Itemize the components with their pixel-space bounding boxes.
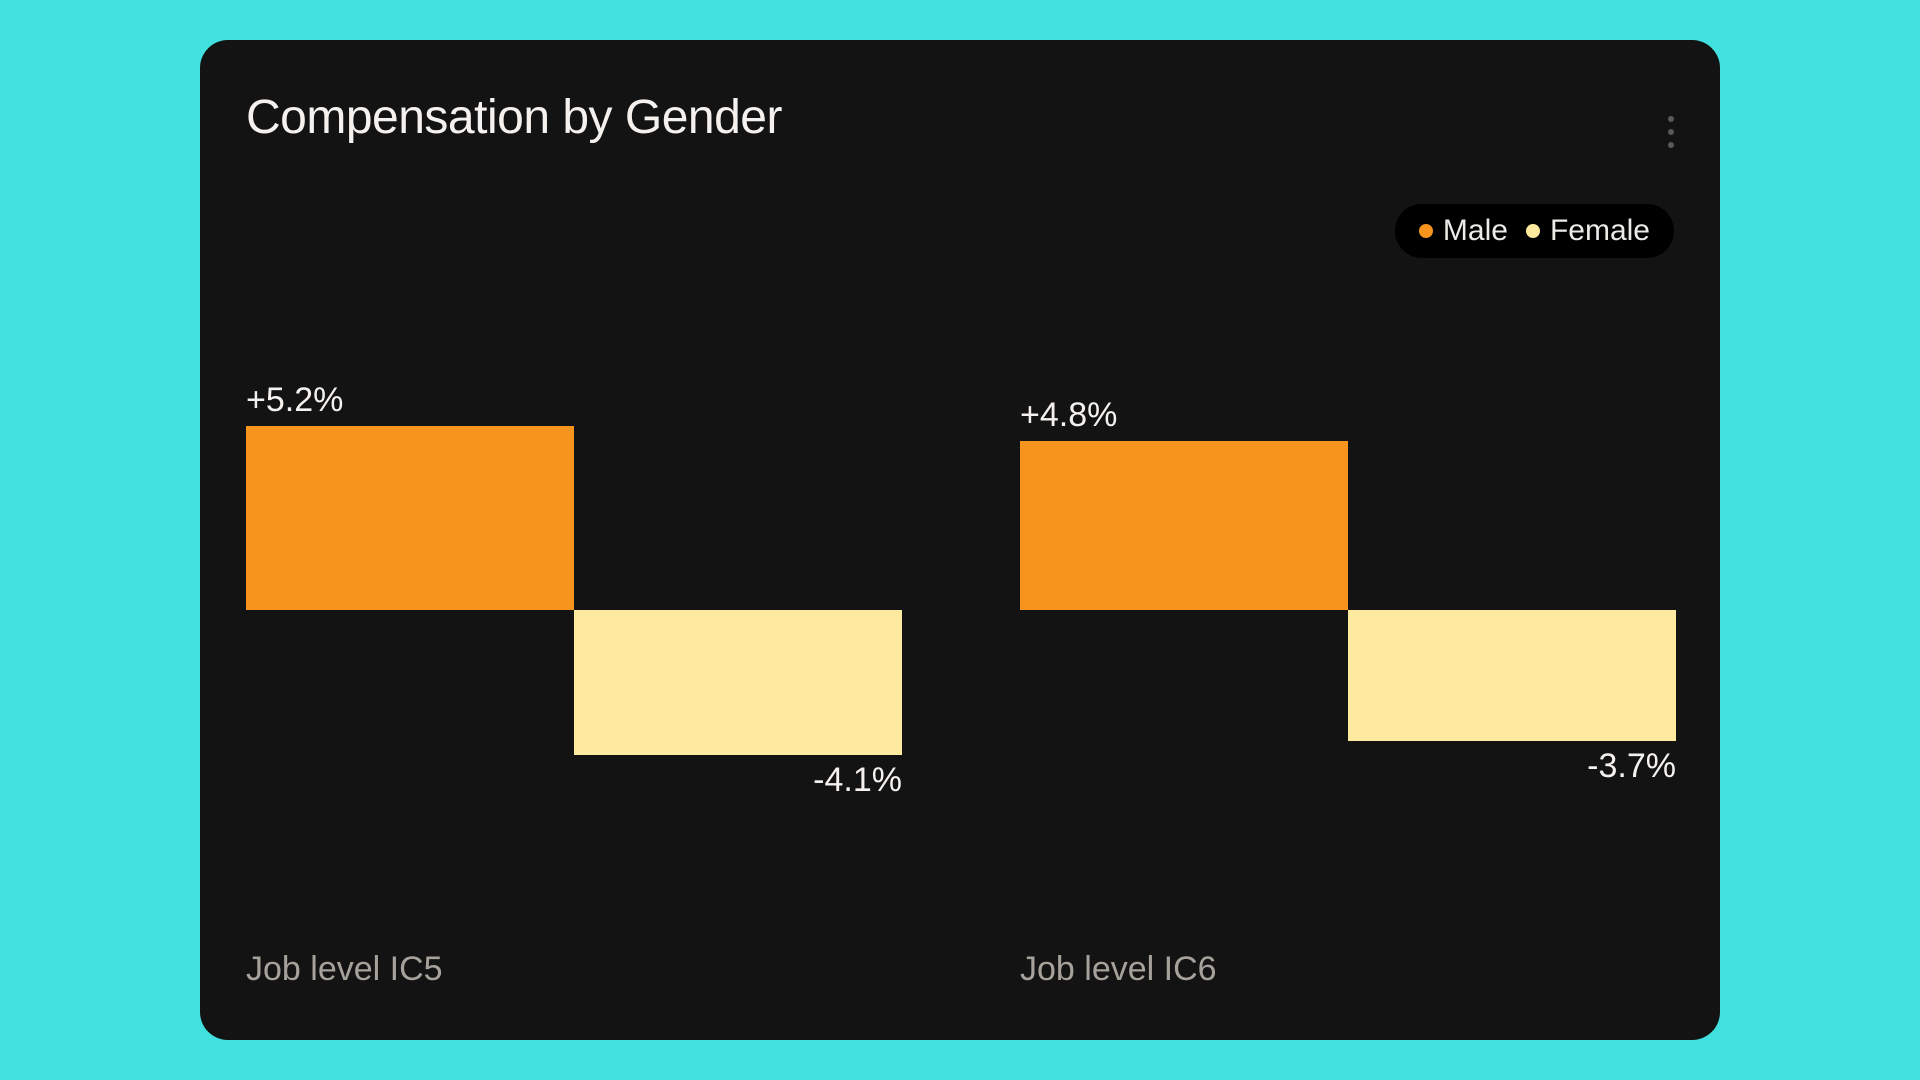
legend-label-male: Male	[1443, 214, 1508, 248]
bar-male	[246, 426, 574, 610]
chart-area: +5.2% -4.1% Job level IC5 +4.8% -3.7% Jo…	[200, 340, 1720, 880]
chart-group-ic6: +4.8% -3.7% Job level IC6	[1020, 340, 1676, 880]
chart-group-ic5: +5.2% -4.1% Job level IC5	[246, 340, 902, 880]
bar-female	[1348, 610, 1676, 741]
legend-item-male: Male	[1419, 214, 1508, 248]
bar-female	[574, 610, 902, 755]
legend-item-female: Female	[1526, 214, 1650, 248]
chart-title: Compensation by Gender	[246, 90, 782, 145]
bar-label-female: -3.7%	[1587, 747, 1676, 786]
group-label: Job level IC5	[246, 950, 443, 989]
legend-dot-female	[1526, 224, 1540, 238]
legend: Male Female	[1395, 204, 1674, 258]
bar-label-female: -4.1%	[813, 761, 902, 800]
more-menu-icon[interactable]	[1668, 116, 1674, 148]
bar-male	[1020, 441, 1348, 610]
group-label: Job level IC6	[1020, 950, 1217, 989]
legend-label-female: Female	[1550, 214, 1650, 248]
chart-card: Compensation by Gender Male Female +5.2%…	[200, 40, 1720, 1040]
legend-dot-male	[1419, 224, 1433, 238]
bar-label-male: +5.2%	[246, 381, 343, 420]
bar-label-male: +4.8%	[1020, 396, 1117, 435]
